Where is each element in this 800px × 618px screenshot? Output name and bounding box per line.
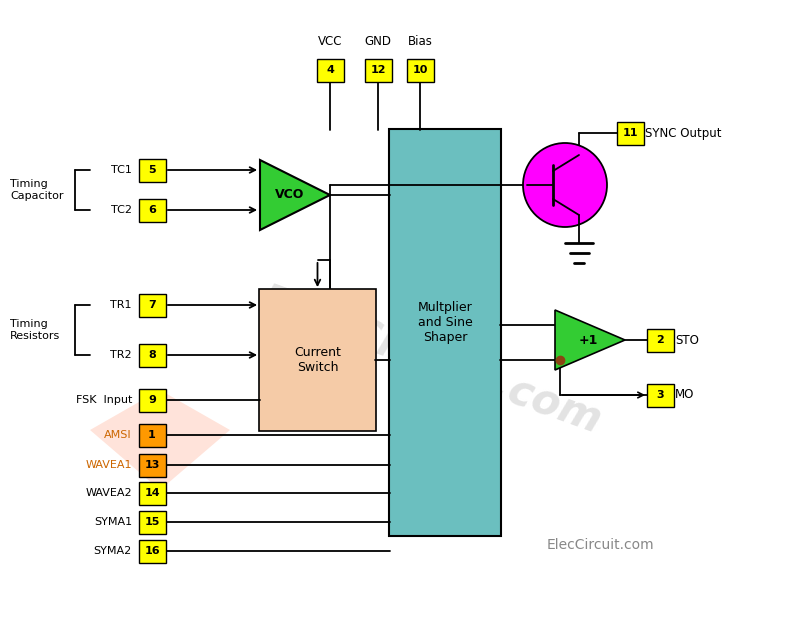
Text: VCO: VCO xyxy=(275,188,305,201)
Text: 2: 2 xyxy=(656,335,664,345)
Text: VCC: VCC xyxy=(318,35,342,48)
FancyBboxPatch shape xyxy=(138,481,166,504)
Text: 13: 13 xyxy=(144,460,160,470)
Text: TC1: TC1 xyxy=(111,165,132,175)
Text: 16: 16 xyxy=(144,546,160,556)
Text: SYNC Output: SYNC Output xyxy=(645,127,722,140)
Text: 3: 3 xyxy=(656,390,664,400)
Text: 1: 1 xyxy=(148,430,156,440)
Text: TR1: TR1 xyxy=(110,300,132,310)
Text: 10: 10 xyxy=(412,65,428,75)
Text: AMSI: AMSI xyxy=(104,430,132,440)
FancyBboxPatch shape xyxy=(138,158,166,182)
FancyBboxPatch shape xyxy=(138,540,166,562)
FancyBboxPatch shape xyxy=(617,122,643,145)
Text: 4: 4 xyxy=(326,65,334,75)
Text: 14: 14 xyxy=(144,488,160,498)
FancyBboxPatch shape xyxy=(138,423,166,446)
FancyBboxPatch shape xyxy=(138,198,166,221)
Text: 5: 5 xyxy=(148,165,156,175)
FancyBboxPatch shape xyxy=(406,59,434,82)
Text: GND: GND xyxy=(365,35,391,48)
Text: 7: 7 xyxy=(148,300,156,310)
Polygon shape xyxy=(260,160,330,230)
FancyBboxPatch shape xyxy=(389,129,501,536)
FancyBboxPatch shape xyxy=(138,454,166,476)
Text: 8: 8 xyxy=(148,350,156,360)
FancyBboxPatch shape xyxy=(646,329,674,352)
Text: +1: +1 xyxy=(578,334,598,347)
FancyBboxPatch shape xyxy=(365,59,391,82)
Text: 6: 6 xyxy=(148,205,156,215)
Text: ElecCircuit.com: ElecCircuit.com xyxy=(253,279,607,442)
Text: 12: 12 xyxy=(370,65,386,75)
Text: WAVEA2: WAVEA2 xyxy=(86,488,132,498)
Text: Timing
Capacitor: Timing Capacitor xyxy=(10,179,63,201)
Text: 15: 15 xyxy=(144,517,160,527)
Text: ElecCircuit.com: ElecCircuit.com xyxy=(546,538,654,552)
Text: TC2: TC2 xyxy=(111,205,132,215)
Text: SYMA2: SYMA2 xyxy=(94,546,132,556)
FancyBboxPatch shape xyxy=(138,510,166,533)
Text: TR2: TR2 xyxy=(110,350,132,360)
Text: Timing
Resistors: Timing Resistors xyxy=(10,320,60,341)
Polygon shape xyxy=(90,390,230,490)
Text: FSK  Input: FSK Input xyxy=(76,395,132,405)
Circle shape xyxy=(523,143,607,227)
Text: STO: STO xyxy=(675,334,699,347)
Text: SYMA1: SYMA1 xyxy=(94,517,132,527)
FancyBboxPatch shape xyxy=(138,294,166,316)
FancyBboxPatch shape xyxy=(259,289,376,431)
FancyBboxPatch shape xyxy=(138,344,166,366)
Text: 11: 11 xyxy=(622,128,638,138)
Polygon shape xyxy=(555,310,625,370)
Text: Current
Switch: Current Switch xyxy=(294,346,341,374)
Text: 9: 9 xyxy=(148,395,156,405)
Text: WAVEA1: WAVEA1 xyxy=(86,460,132,470)
Text: Bias: Bias xyxy=(407,35,433,48)
FancyBboxPatch shape xyxy=(646,384,674,407)
FancyBboxPatch shape xyxy=(138,389,166,412)
FancyBboxPatch shape xyxy=(317,59,343,82)
Text: Multplier
and Sine
Shaper: Multplier and Sine Shaper xyxy=(418,301,472,344)
Text: MO: MO xyxy=(675,389,694,402)
